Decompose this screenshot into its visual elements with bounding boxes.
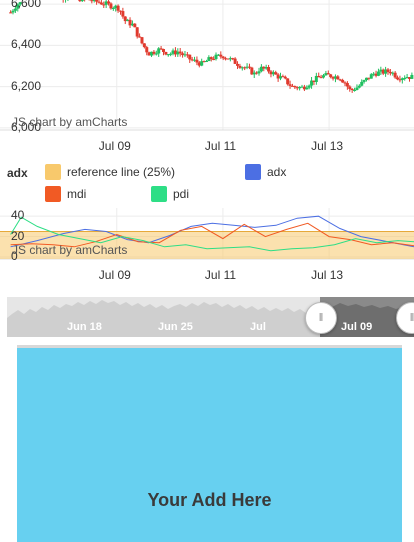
navigator-label: Jul — [250, 321, 266, 333]
advert-banner[interactable]: Your Add Here — [17, 345, 402, 542]
navigator-label: Jul 09 — [341, 321, 372, 333]
navigator-label: Jun 18 — [67, 321, 102, 333]
navigator-label: Jun 25 — [158, 321, 193, 333]
navigator-start-grip[interactable]: ‖ — [305, 302, 337, 334]
navigator-scrollbar[interactable] — [0, 0, 414, 340]
advert-text: Your Add Here — [17, 490, 402, 511]
